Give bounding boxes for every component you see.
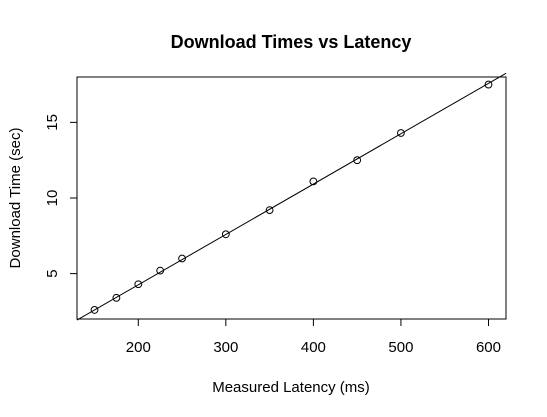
data-point bbox=[156, 266, 165, 275]
y-tick-label: 10 bbox=[44, 190, 61, 207]
chart-title: Download Times vs Latency bbox=[171, 32, 412, 52]
y-axis-label: Download Time (sec) bbox=[7, 128, 24, 269]
data-point bbox=[353, 156, 362, 165]
y-tick-label: 15 bbox=[44, 114, 61, 131]
data-point bbox=[112, 293, 121, 302]
x-tick-label: 200 bbox=[126, 339, 151, 356]
x-axis: 200 300 400 500 600 bbox=[126, 318, 501, 356]
data-point bbox=[90, 306, 99, 314]
x-tick-label: 300 bbox=[213, 339, 238, 356]
data-point bbox=[221, 230, 230, 239]
data-point bbox=[397, 129, 405, 137]
fit-line-layer bbox=[76, 72, 507, 321]
data-point bbox=[178, 254, 186, 263]
data-point bbox=[134, 280, 143, 289]
data-point bbox=[484, 80, 493, 89]
data-point bbox=[265, 206, 274, 215]
x-tick-label: 400 bbox=[301, 339, 326, 356]
x-tick-label: 600 bbox=[476, 339, 501, 356]
data-points bbox=[90, 80, 493, 314]
fit-line bbox=[76, 72, 507, 321]
x-tick-label: 500 bbox=[388, 339, 413, 356]
data-point bbox=[309, 177, 318, 186]
y-axis: 5 10 15 bbox=[44, 114, 78, 278]
y-tick-label: 5 bbox=[44, 269, 61, 277]
x-axis-label: Measured Latency (ms) bbox=[212, 379, 370, 396]
